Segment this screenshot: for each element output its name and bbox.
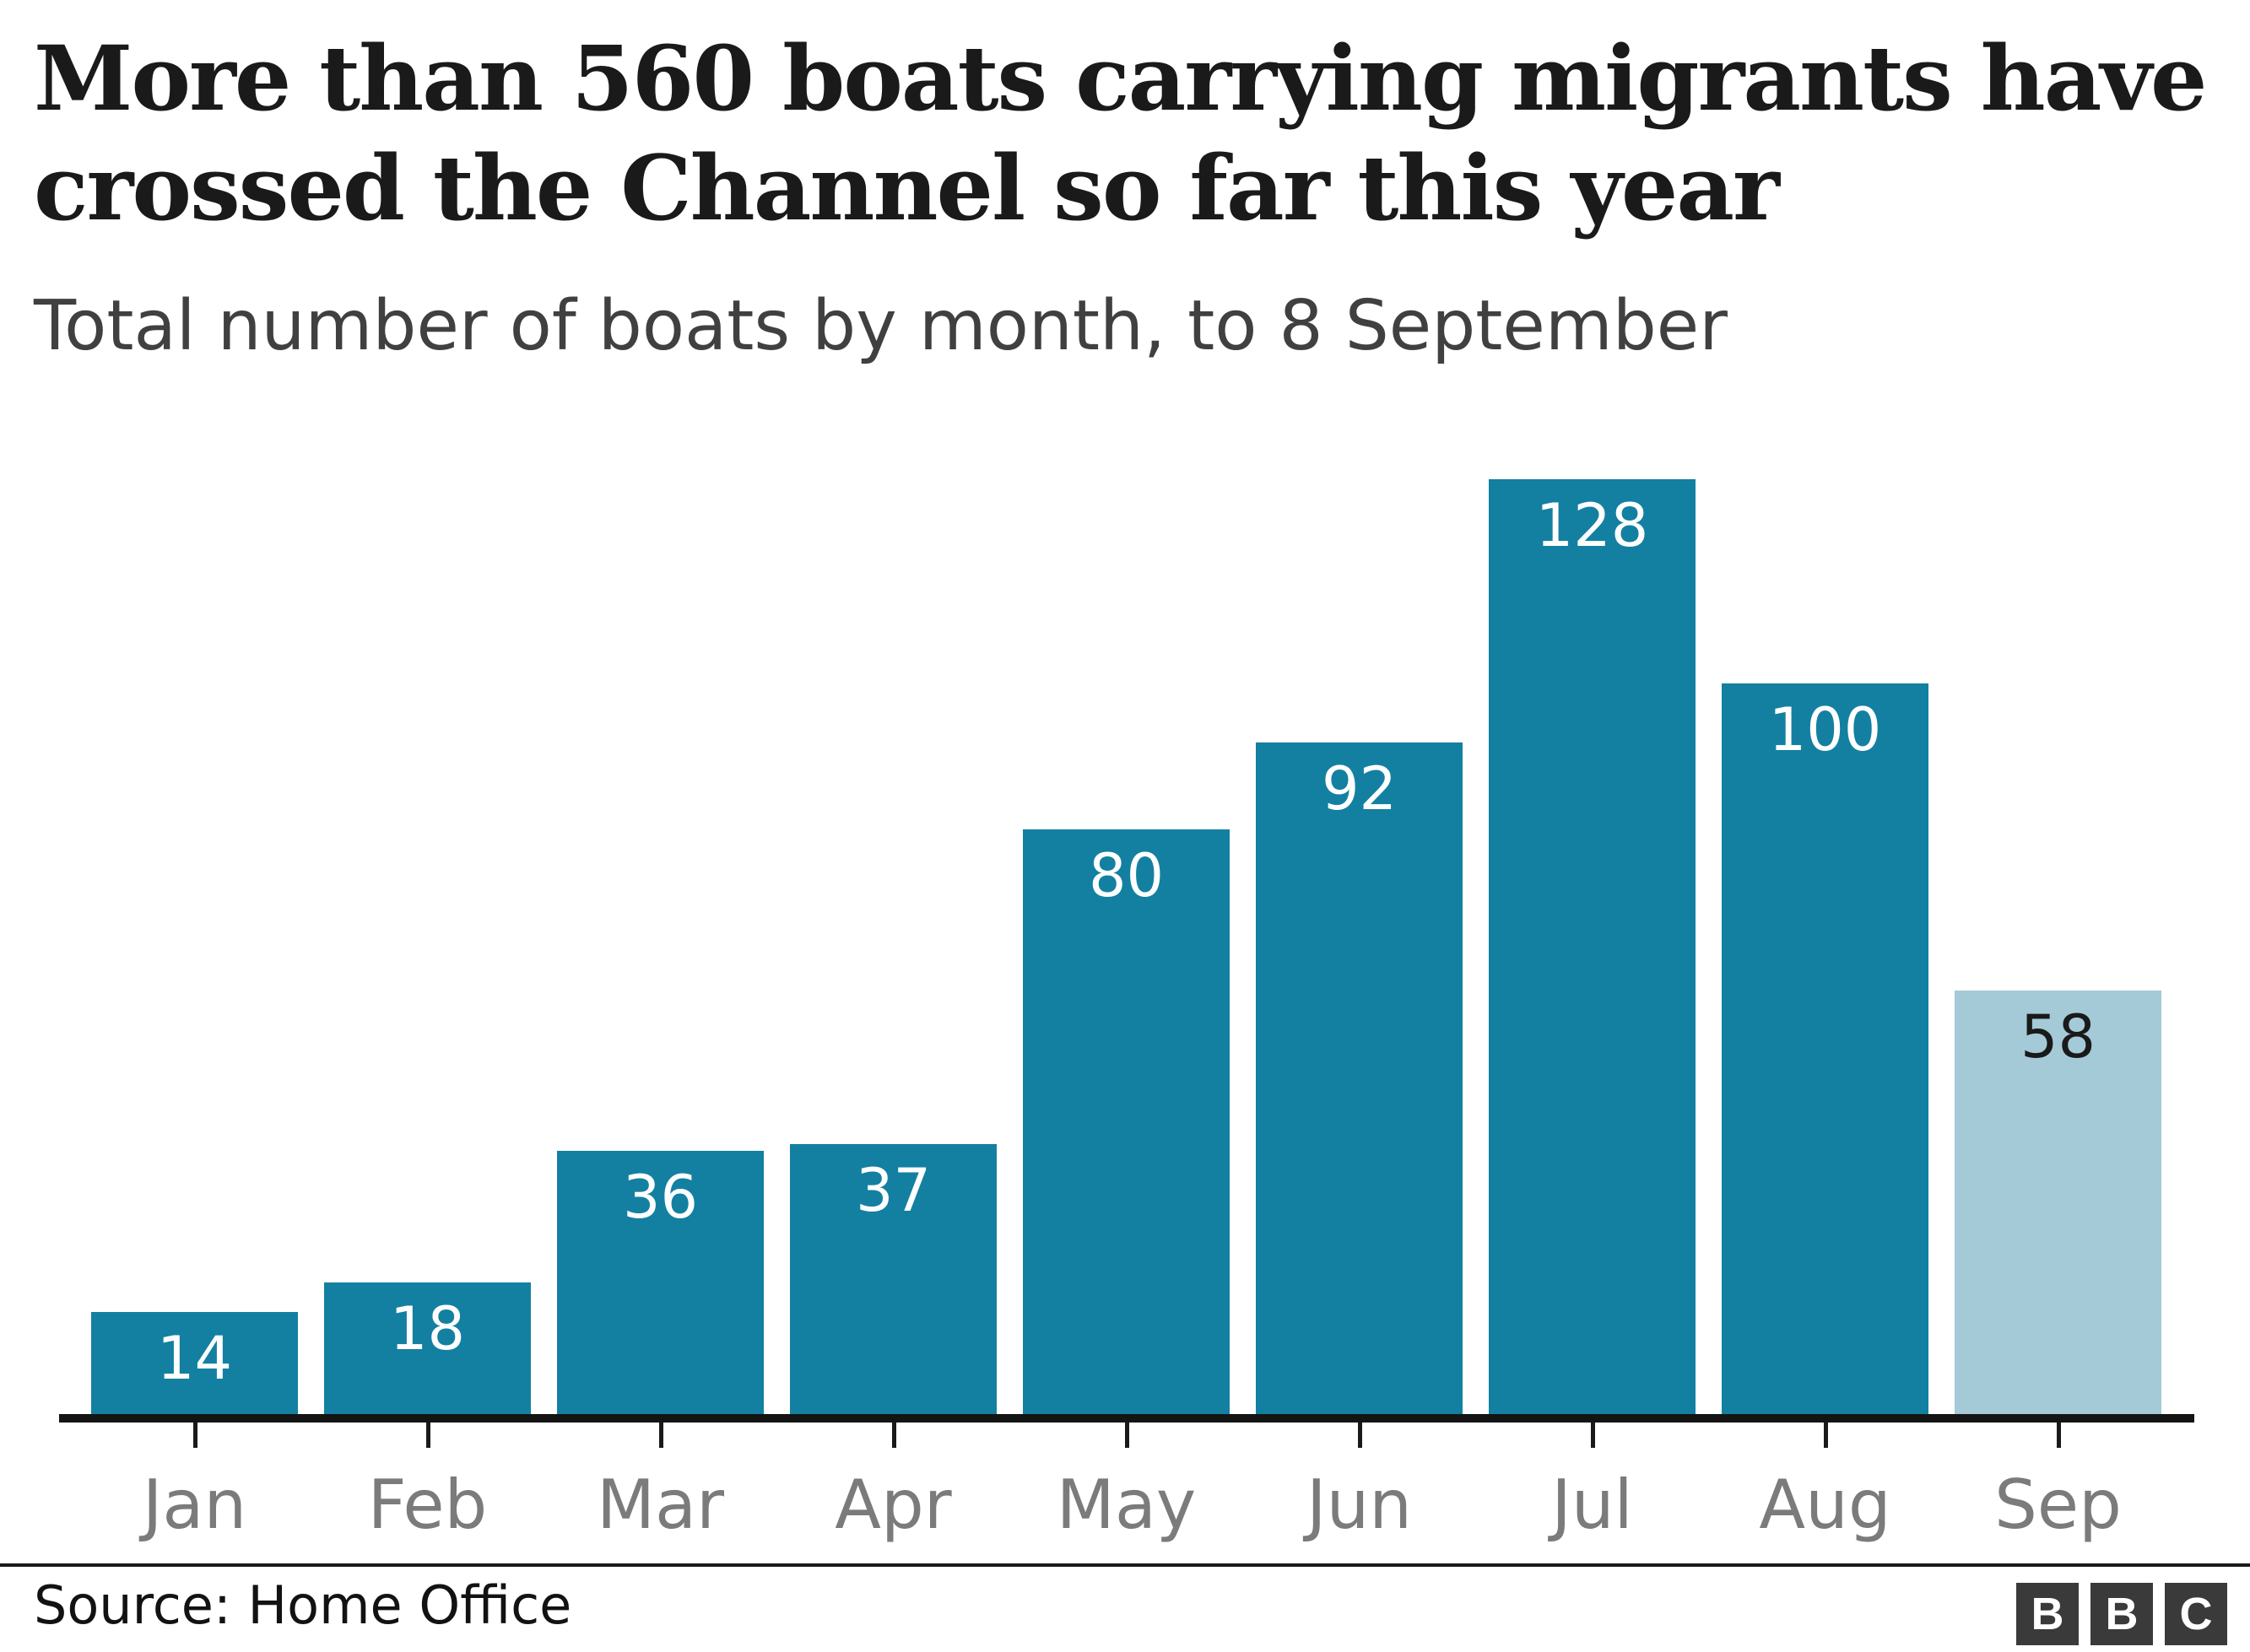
- bar-apr: 37: [790, 1144, 997, 1414]
- bar-jul: 128: [1489, 479, 1696, 1414]
- x-axis-tick-mar: [658, 1423, 663, 1448]
- x-axis-label-mar: Mar: [597, 1466, 724, 1544]
- x-axis-tick-sep: [2056, 1423, 2061, 1448]
- x-axis-tick-jan: [192, 1423, 197, 1448]
- bar-value-label-jan: 14: [156, 1324, 233, 1393]
- x-axis-tick-aug: [1823, 1423, 1828, 1448]
- bar-mar: 36: [557, 1151, 764, 1414]
- bar-jun: 92: [1256, 742, 1463, 1414]
- x-axis-tick-jul: [1590, 1423, 1595, 1448]
- bar-may: 80: [1023, 829, 1230, 1414]
- x-axis-label-jun: Jun: [1306, 1466, 1412, 1544]
- bar-feb: 18: [324, 1282, 531, 1414]
- bbc-logo-letter-b2: B: [2090, 1583, 2153, 1645]
- bar-value-label-jun: 92: [1321, 754, 1398, 823]
- x-axis-line: [59, 1414, 2194, 1423]
- x-axis-label-sep: Sep: [1994, 1466, 2122, 1544]
- bbc-logo-letter-c: C: [2165, 1583, 2227, 1645]
- bar-value-label-aug: 100: [1768, 695, 1882, 764]
- x-axis-label-feb: Feb: [367, 1466, 488, 1544]
- bar-value-label-mar: 36: [622, 1163, 699, 1232]
- x-axis-label-aug: Aug: [1759, 1466, 1891, 1544]
- x-axis-tick-may: [1124, 1423, 1129, 1448]
- bar-sep: 58: [1955, 991, 2161, 1414]
- bbc-logo: B B C: [2016, 1583, 2227, 1645]
- bar-value-label-may: 80: [1088, 841, 1165, 910]
- chart-title-line-2: crossed the Channel so far this year: [34, 135, 1780, 240]
- x-axis-tick-apr: [891, 1423, 896, 1448]
- bar-aug: 100: [1722, 683, 1928, 1414]
- bar-value-label-apr: 37: [855, 1156, 932, 1225]
- x-axis-label-jul: Jul: [1551, 1466, 1633, 1544]
- x-axis-label-apr: Apr: [835, 1466, 952, 1544]
- chart-title-line-1: More than 560 boats carrying migrants ha…: [34, 25, 2207, 131]
- bar-value-label-jul: 128: [1535, 491, 1649, 560]
- chart-subtitle: Total number of boats by month, to 8 Sep…: [34, 286, 1728, 366]
- x-axis-tick-feb: [425, 1423, 430, 1448]
- chart-title: More than 560 boats carrying migrants ha…: [34, 24, 2216, 243]
- bar-value-label-sep: 58: [2020, 1002, 2096, 1072]
- bbc-logo-letter-b1: B: [2016, 1583, 2079, 1645]
- bar-value-label-feb: 18: [389, 1294, 466, 1363]
- x-axis-label-may: May: [1056, 1466, 1197, 1544]
- x-axis-label-jan: Jan: [142, 1466, 247, 1544]
- source-label: Source: Home Office: [34, 1574, 572, 1636]
- footer-divider: [0, 1563, 2250, 1567]
- bar-jan: 14: [91, 1312, 298, 1414]
- x-axis-tick-jun: [1357, 1423, 1362, 1448]
